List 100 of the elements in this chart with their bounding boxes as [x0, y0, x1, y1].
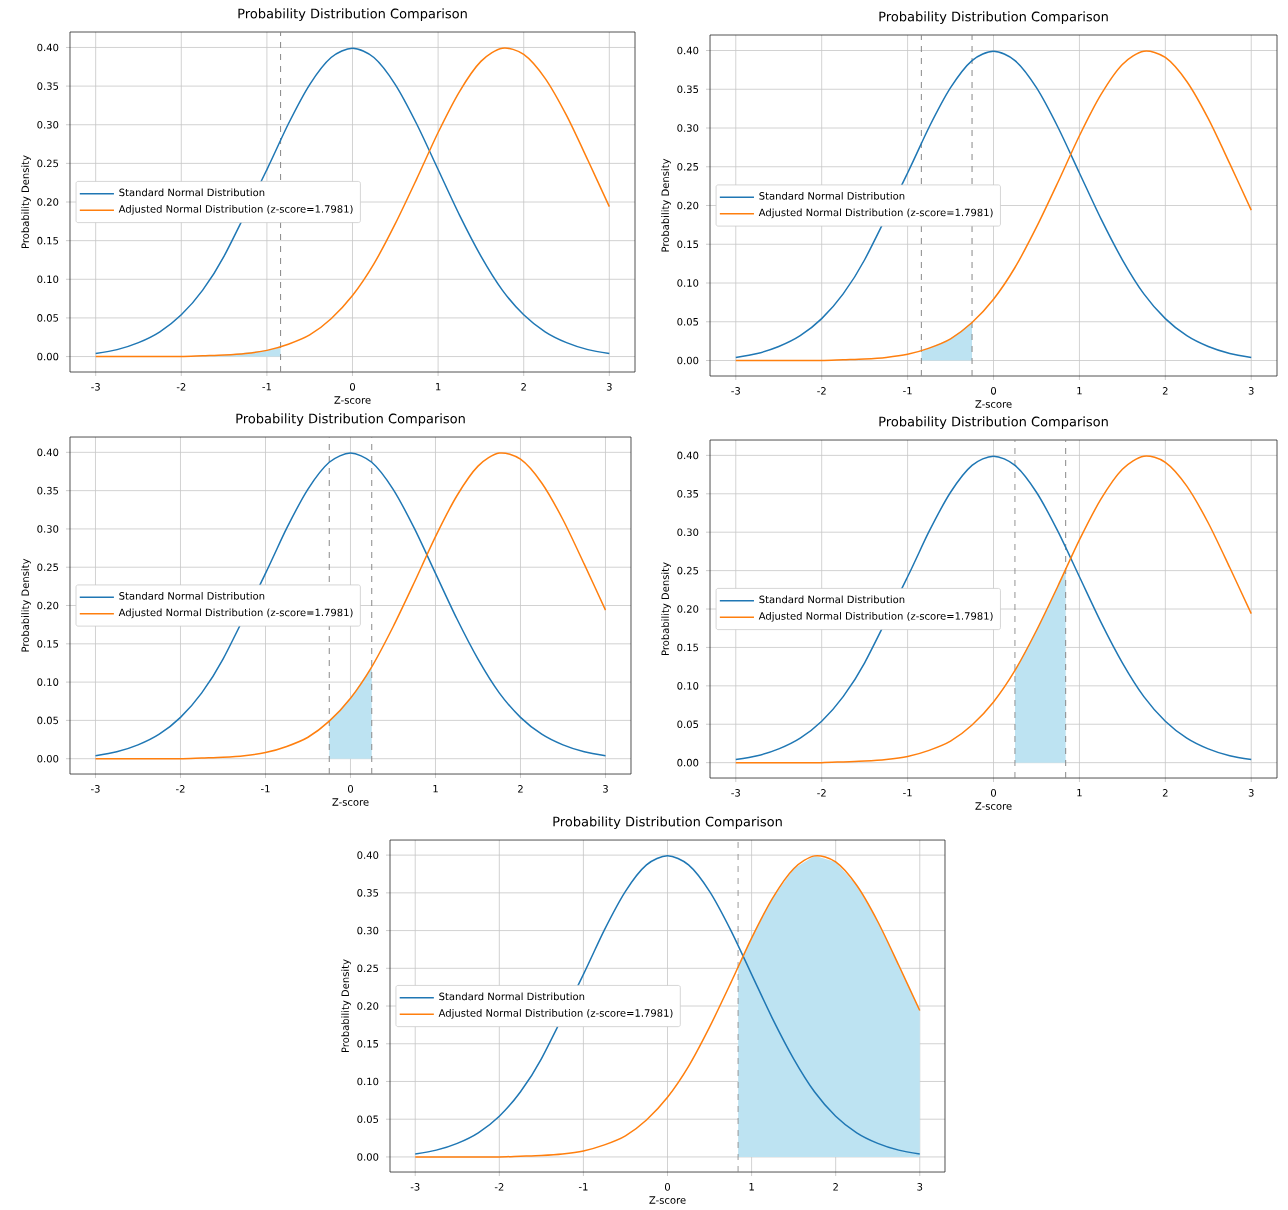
x-axis-title: Z-score [975, 400, 1012, 408]
x-tick-label: 2 [521, 382, 526, 391]
y-tick-label: 0.10 [357, 1077, 379, 1086]
x-tick-label: 3 [603, 784, 608, 793]
y-tick-label: 0.05 [677, 720, 699, 728]
y-tick-label: 0.30 [37, 524, 59, 533]
y-tick-label: 0.20 [37, 197, 59, 206]
x-tick-label: -2 [494, 1182, 504, 1191]
legend-label: Standard Normal Distribution [439, 992, 585, 1000]
y-tick-label: 0.00 [37, 754, 59, 763]
x-tick-label: 2 [518, 784, 523, 793]
x-tick-label: 0 [664, 1182, 671, 1191]
x-tick-label: -2 [817, 386, 826, 395]
chart-title: Probability Distribution Comparison [238, 8, 467, 21]
x-tick-label: 0 [990, 788, 997, 797]
y-tick-label: 0.35 [37, 486, 59, 495]
x-tick-label: 0 [990, 386, 997, 395]
y-tick-label: 0.15 [37, 236, 59, 245]
x-tick-label: 0 [347, 784, 354, 793]
y-tick-label: 0.05 [37, 313, 59, 322]
x-tick-label: 2 [1162, 386, 1168, 395]
x-tick-label: -3 [91, 784, 100, 793]
chart-title: Probability Distribution Comparison [879, 11, 1108, 24]
x-tick-label: 3 [917, 1182, 923, 1191]
y-tick-label: 0.40 [677, 46, 699, 55]
legend-label: Adjusted Normal Distribution (z-score=1.7981) [438, 1008, 673, 1019]
x-tick-label: 2 [1162, 788, 1168, 797]
y-axis-title: Probability Density [21, 558, 31, 652]
x-tick-label: -1 [903, 788, 912, 797]
x-tick-label: -1 [903, 386, 912, 395]
y-axis-title: Probability Density [341, 959, 351, 1052]
y-tick-label: 0.20 [37, 601, 59, 610]
y-tick-label: 0.30 [357, 926, 379, 935]
legend-label: Adjusted Normal Distribution (z-score=1.7981) [118, 204, 353, 215]
x-axis-title: Z-score [649, 1196, 686, 1204]
y-tick-label: 0.00 [677, 356, 699, 365]
y-tick-label: 0.05 [677, 317, 699, 326]
y-tick-label: 0.20 [677, 201, 699, 210]
x-tick-label: -2 [176, 784, 185, 793]
legend-label: Adjusted Normal Distribution (z-score=1.7981) [118, 608, 353, 618]
x-tick-label: 1 [436, 382, 441, 391]
chart-title: Probability Distribution Comparison [879, 416, 1108, 429]
y-tick-label: 0.00 [357, 1152, 379, 1161]
x-tick-label: -3 [731, 788, 740, 797]
y-tick-label: 0.05 [37, 716, 59, 724]
y-tick-label: 0.00 [677, 758, 699, 767]
chart-title: Probability Distribution Comparison [236, 413, 465, 426]
x-tick-label: -2 [817, 788, 826, 797]
x-tick-label: -3 [91, 382, 100, 391]
y-tick-label: 0.30 [37, 120, 59, 129]
x-tick-label: -1 [261, 784, 270, 793]
x-axis-title: Z-score [975, 802, 1012, 810]
y-tick-label: 0.40 [37, 448, 59, 456]
x-axis-title: Z-score [334, 396, 371, 404]
x-tick-label: 1 [433, 784, 438, 793]
x-tick-label: 1 [1077, 788, 1082, 797]
x-tick-label: 3 [606, 382, 612, 391]
legend-label: Adjusted Normal Distribution (z-score=1.7981) [758, 208, 993, 218]
y-tick-label: 0.10 [37, 678, 59, 686]
x-tick-label: -1 [262, 382, 271, 391]
x-tick-label: -3 [731, 386, 740, 395]
legend-label: Standard Normal Distribution [119, 591, 265, 600]
legend-label: Standard Normal Distribution [759, 191, 905, 200]
legend-label: Standard Normal Distribution [759, 595, 905, 603]
x-tick-label: 3 [1248, 788, 1254, 797]
legend-label: Standard Normal Distribution [119, 188, 265, 196]
y-tick-label: 0.25 [37, 563, 59, 571]
x-tick-label: 0 [349, 382, 356, 391]
y-axis-title: Probability Density [661, 158, 671, 252]
y-axis-title: Probability Density [661, 562, 671, 655]
chart-title: Probability Distribution Comparison [553, 816, 782, 829]
y-axis-title: Probability Density [21, 155, 31, 248]
y-tick-label: 0.20 [677, 604, 699, 613]
y-tick-label: 0.15 [677, 240, 699, 248]
y-tick-label: 0.15 [677, 643, 699, 651]
y-tick-label: 0.35 [677, 85, 699, 93]
legend-label: Adjusted Normal Distribution (z-score=1.7981) [758, 611, 993, 622]
y-tick-label: 0.30 [677, 528, 699, 536]
y-tick-label: 0.00 [37, 352, 59, 361]
x-tick-label: -1 [578, 1182, 588, 1191]
y-tick-label: 0.05 [357, 1115, 379, 1123]
y-tick-label: 0.25 [357, 964, 379, 972]
y-tick-label: 0.40 [37, 43, 59, 52]
y-tick-label: 0.25 [677, 162, 699, 171]
y-tick-label: 0.35 [37, 82, 59, 90]
y-tick-label: 0.15 [357, 1039, 379, 1048]
y-tick-label: 0.15 [37, 639, 59, 648]
y-tick-label: 0.30 [677, 123, 699, 132]
x-tick-label: -3 [410, 1182, 420, 1191]
y-tick-label: 0.10 [677, 278, 699, 287]
x-tick-label: 2 [833, 1182, 838, 1191]
y-tick-label: 0.40 [677, 451, 699, 459]
x-axis-title: Z-score [332, 798, 369, 806]
y-tick-label: 0.10 [37, 275, 59, 283]
y-tick-label: 0.25 [677, 566, 699, 575]
x-tick-label: 3 [1248, 386, 1254, 395]
y-tick-label: 0.35 [357, 888, 379, 897]
y-tick-label: 0.40 [357, 851, 379, 859]
y-tick-label: 0.20 [357, 1002, 379, 1010]
y-tick-label: 0.25 [37, 159, 59, 167]
